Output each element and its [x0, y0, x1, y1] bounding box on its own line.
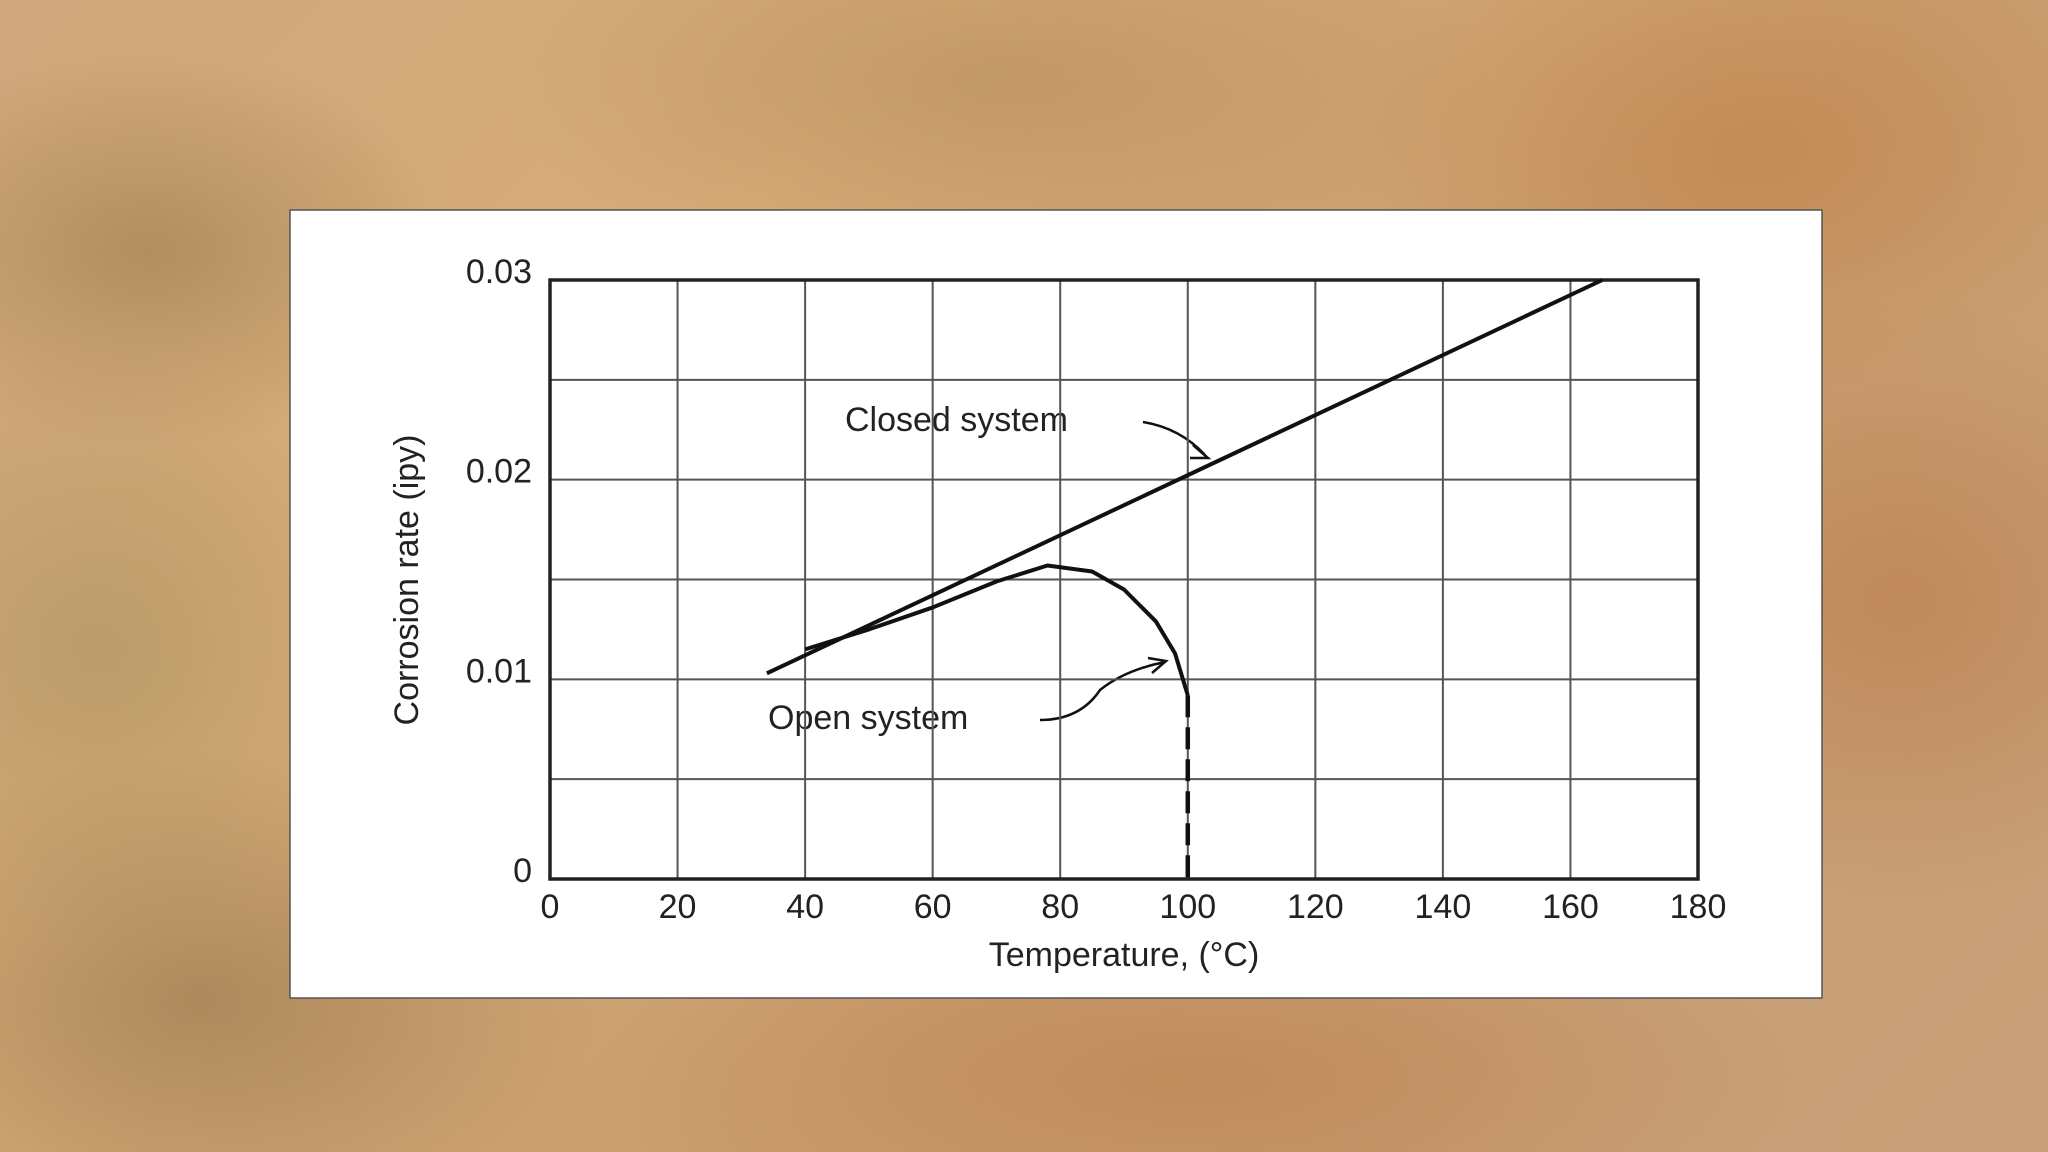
series-annotation: Closed system — [845, 401, 1068, 439]
x-tick-label: 180 — [1670, 888, 1727, 926]
x-tick-label: 120 — [1287, 888, 1344, 926]
annotation-arrow — [1039, 660, 1166, 722]
annotation-arrowhead — [1190, 444, 1212, 460]
annotation-arrowhead — [1147, 656, 1169, 674]
y-tick-label: 0.01 — [466, 652, 532, 690]
y-tick-label: 0 — [513, 852, 532, 890]
x-tick-label: 60 — [914, 888, 952, 926]
x-tick-label: 0 — [541, 888, 560, 926]
x-tick-label: 100 — [1159, 888, 1216, 926]
x-axis-label: Temperature, (°C) — [989, 936, 1260, 974]
y-tick-label: 0.02 — [466, 453, 532, 491]
series-line — [804, 563, 1190, 696]
x-tick-label: 40 — [786, 888, 824, 926]
series-line — [765, 278, 1604, 676]
x-tick-label: 80 — [1041, 888, 1079, 926]
x-tick-label: 20 — [659, 888, 697, 926]
y-tick-label: 0.03 — [466, 253, 532, 291]
y-axis-label: Corrosion rate (ipy) — [388, 435, 426, 726]
series-annotation: Open system — [768, 699, 968, 737]
chart-panel — [289, 209, 1823, 999]
x-tick-label: 160 — [1542, 888, 1599, 926]
plot-frame — [548, 278, 1700, 881]
x-tick-label: 140 — [1415, 888, 1472, 926]
